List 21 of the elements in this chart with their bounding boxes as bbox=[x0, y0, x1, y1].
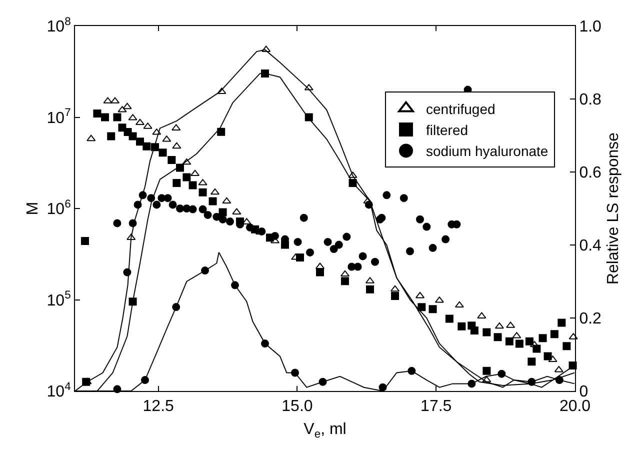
x-axis-title: V$_{e}$, ml bbox=[304, 420, 346, 440]
y-tick-label: 10$^{4}$ bbox=[46, 380, 71, 401]
y2-tick-label: 0 bbox=[579, 384, 588, 401]
y-axis-title: M bbox=[24, 202, 42, 216]
y-tick-label: 10$^{6}$ bbox=[46, 198, 71, 218]
y2-tick-label: 0.2 bbox=[579, 310, 602, 328]
y2-tick-label: 0.6 bbox=[579, 164, 602, 182]
y2-tick-label: 0.4 bbox=[579, 238, 602, 255]
x-tick-label: 15.0 bbox=[282, 398, 313, 416]
y-tick-label: 10$^{5}$ bbox=[46, 290, 71, 310]
legend-label: sodium hyaluronate bbox=[426, 143, 548, 160]
x-tick-label: 17.5 bbox=[420, 398, 452, 416]
legend-label: centrifuged bbox=[426, 100, 496, 117]
x-tick-label: 20.0 bbox=[559, 398, 591, 416]
y2-tick-label: 1.0 bbox=[579, 18, 602, 36]
y-tick-label: 10$^{7}$ bbox=[46, 107, 71, 127]
x-tick-label: 12.5 bbox=[142, 398, 174, 416]
y2-axis-title: Relative LS response bbox=[605, 132, 622, 285]
y2-tick-label: 0.8 bbox=[579, 92, 602, 109]
legend-label: filtered bbox=[426, 122, 468, 138]
y-tick-label: 10$^{8}$ bbox=[46, 16, 71, 36]
